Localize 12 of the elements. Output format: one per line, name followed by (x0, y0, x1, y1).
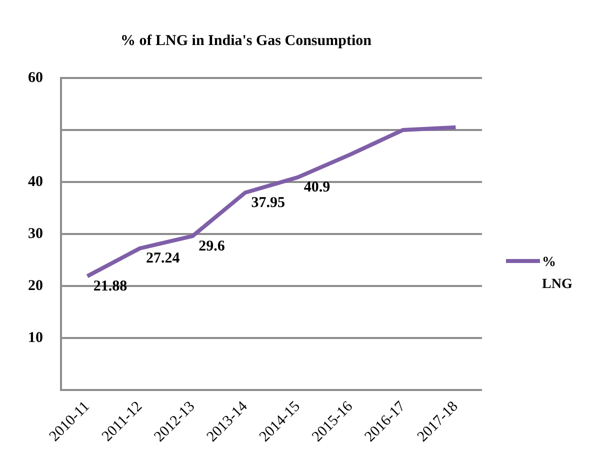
y-tick-label: 60 (28, 70, 43, 86)
data-label: 21.88 (93, 278, 128, 295)
y-tick-label: 30 (28, 226, 43, 242)
y-tick-label: 10 (28, 330, 43, 346)
legend-label: % LNG (542, 254, 574, 294)
chart-title: % of LNG in India's Gas Consumption (120, 32, 372, 49)
data-label: 29.6 (198, 238, 226, 254)
data-label: 27.24 (146, 250, 180, 267)
data-label: 37.95 (251, 195, 285, 212)
data-label: 40.9 (304, 180, 330, 196)
y-tick-label: 40 (28, 174, 43, 190)
y-tick-label: 20 (28, 278, 43, 294)
